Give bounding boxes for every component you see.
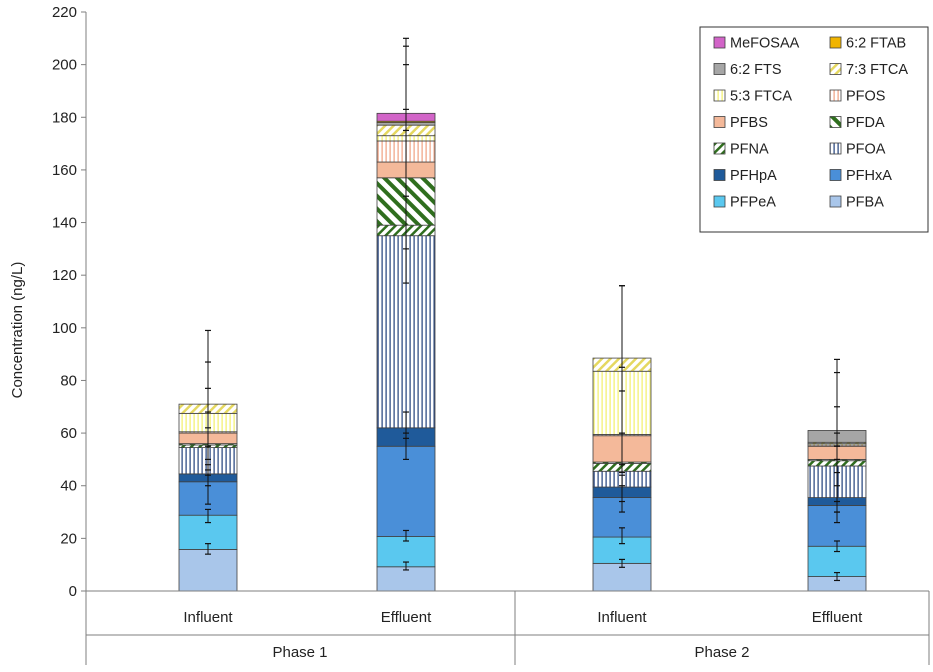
y-tick-label-120: 120 (52, 267, 77, 284)
y-tick-label-0: 0 (69, 583, 77, 600)
legend-swatch-mefosaa (713, 36, 726, 49)
legend-label-pfhpa: PFHpA (730, 168, 777, 184)
error-bar-3-8 (619, 285, 625, 368)
error-bar-3-1 (619, 558, 625, 568)
legend-item-6-2-ftab: 6:2 FTAB (829, 36, 906, 52)
error-bar-2-2 (403, 529, 409, 542)
legend-label-pfda: PFDA (846, 115, 885, 131)
error-bar-4-2 (834, 540, 840, 553)
legend-swatch-pfpea (713, 195, 726, 208)
legend-item-pfhpa: PFHpA (713, 168, 777, 184)
error-bar-4-1 (834, 571, 840, 582)
x-group-label-phase-2: Phase 2 (694, 644, 749, 661)
legend-swatch-pfna (713, 142, 726, 155)
error-bar-3-2 (619, 527, 625, 545)
y-tick-label-160: 160 (52, 162, 77, 179)
error-bar-3-4 (619, 474, 625, 503)
error-bar-2-8 (403, 45, 409, 132)
x-group-label-phase-1: Phase 1 (272, 644, 327, 661)
legend-swatch-pfba (829, 195, 842, 208)
legend-swatch-5-3-ftca (713, 89, 726, 102)
y-tick-label-20: 20 (60, 530, 77, 547)
y-tick-label-140: 140 (52, 215, 77, 232)
y-tick-label-200: 200 (52, 57, 77, 74)
legend-item-pfhxa: PFHxA (829, 168, 892, 184)
legend-swatch-pfoa (829, 142, 842, 155)
legend-label-7-3-ftca: 7:3 FTCA (846, 62, 908, 78)
y-axis-label: Concentration (ng/L) (9, 262, 26, 399)
error-bar-1-8 (205, 329, 211, 413)
legend-label-pfna: PFNA (730, 142, 769, 158)
error-bar-1-1 (205, 543, 211, 555)
y-tick-label-180: 180 (52, 109, 77, 126)
x-category-label-4: Effluent (812, 609, 863, 626)
legend-label-5-3-ftca: 5:3 FTCA (730, 89, 792, 105)
legend-item-pfna: PFNA (713, 142, 769, 158)
legend: MeFOSAA 6:2 FTAB 6:2 FTS 7:3 FTCA 5:3 FTCA PF… (699, 26, 929, 233)
legend-item-pfba: PFBA (829, 195, 884, 211)
bar-segment-pfba-2 (376, 566, 436, 592)
error-bar-2-4 (403, 411, 409, 439)
error-bar-1-2 (205, 508, 211, 524)
legend-swatch-pfos (829, 89, 842, 102)
legend-label-mefosaa: MeFOSAA (730, 36, 800, 52)
legend-swatch-pfda (829, 116, 842, 128)
legend-swatch-pfbs (713, 116, 726, 128)
x-category-label-1: Influent (183, 609, 233, 626)
y-tick-label-40: 40 (60, 478, 77, 495)
legend-item-pfoa: PFOA (829, 142, 886, 158)
legend-item-pfos: PFOS (829, 89, 885, 105)
bar-segment-pfba-3 (592, 562, 652, 592)
error-bars-layer (205, 37, 840, 582)
x-category-label-2: Effluent (381, 609, 432, 626)
bar-segment-pfhxa-2 (376, 445, 436, 537)
legend-item-pfpea: PFPeA (713, 195, 776, 211)
error-bar-2-1 (403, 561, 409, 571)
legend-swatch-6-2-fts (713, 63, 726, 75)
legend-label-6-2-ftab: 6:2 FTAB (846, 36, 906, 52)
legend-label-pfoa: PFOA (846, 142, 886, 158)
y-tick-label-220: 220 (52, 4, 77, 21)
axes-layer: 0 20 40 60 80 100 120 140 160 180 200 220 Influent Ef… (52, 4, 930, 665)
y-tick-label-100: 100 (52, 320, 77, 337)
legend-label-pfbs: PFBS (730, 115, 768, 131)
error-bar-4-8 (834, 371, 840, 447)
legend-label-pfpea: PFPeA (730, 195, 776, 211)
legend-label-pfhxa: PFHxA (846, 168, 892, 184)
legend-swatch-pfhxa (829, 169, 842, 181)
legend-swatch-7-3-ftca (829, 63, 842, 75)
y-tick-label-60: 60 (60, 425, 77, 442)
legend-item-pfda: PFDA (829, 115, 885, 131)
legend-label-pfos: PFOS (846, 89, 885, 105)
y-tick-label-80: 80 (60, 372, 77, 389)
legend-label-6-2-fts: 6:2 FTS (730, 62, 782, 78)
x-category-label-3: Influent (597, 609, 647, 626)
bar-segment-pfba-1 (178, 549, 238, 592)
legend-item-5-3-ftca: 5:3 FTCA (713, 89, 792, 105)
legend-item-pfbs: PFBS (713, 115, 768, 131)
legend-swatch-pfhpa (713, 169, 726, 181)
legend-item-6-2-fts: 6:2 FTS (713, 62, 782, 78)
legend-box (699, 26, 929, 233)
legend-swatch-6-2-ftab (829, 36, 842, 49)
legend-item-7-3-ftca: 7:3 FTCA (829, 62, 908, 78)
legend-label-pfba: PFBA (846, 195, 884, 211)
legend-item-mefosaa: MeFOSAA (713, 36, 800, 52)
